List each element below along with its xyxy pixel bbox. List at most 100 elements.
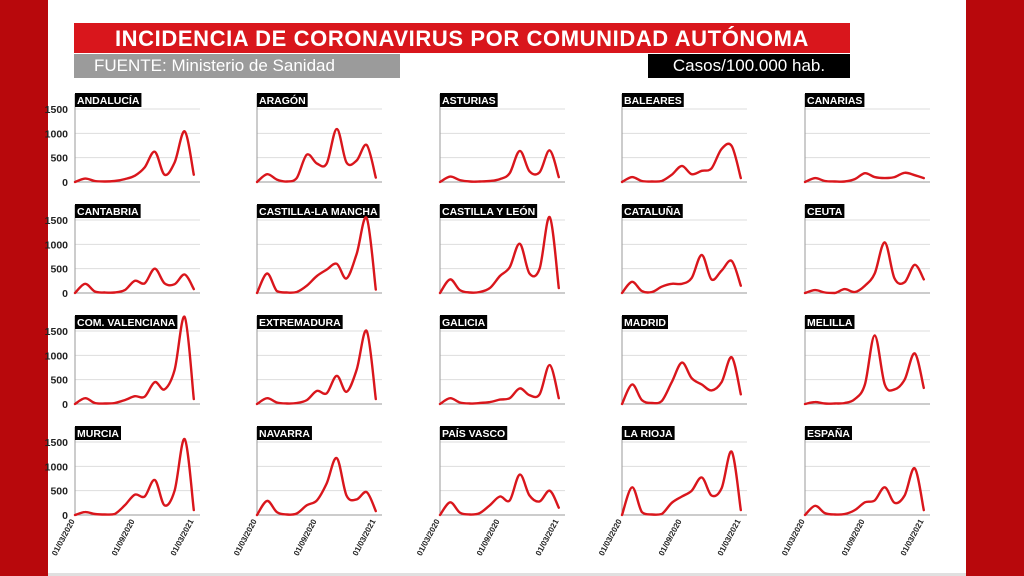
y-tick-label: 1500 <box>45 437 69 449</box>
panel-label-bg <box>75 426 121 440</box>
panel-10: 1500 1000 500 0 COM. VALENCIANA <box>45 315 200 411</box>
panel-9: CEUTA <box>803 204 930 295</box>
panel-14: MELILLA <box>803 315 930 406</box>
y-tick-label: 1500 <box>45 326 69 338</box>
panel-label: ANDALUCÍA <box>77 94 140 107</box>
y-tick-label: 1000 <box>45 350 69 362</box>
panel-label: EXTREMADURA <box>259 317 341 329</box>
bottom-divider <box>48 573 966 576</box>
series-line <box>73 267 195 295</box>
page-title: INCIDENCIA DE CORONAVIRUS POR COMUNIDAD … <box>74 23 850 53</box>
panel-16: NAVARRA 01/03/2020 01/09/2020 01/03/2021 <box>232 426 382 557</box>
panel-15: 1500 1000 500 0 MURCIA 01/03/2020 01/09/2020 01… <box>45 426 200 557</box>
series-line <box>803 334 925 406</box>
panel-label-bg <box>75 204 141 218</box>
y-tick-label: 0 <box>62 399 68 411</box>
x-tick-label: 01/03/2021 <box>899 517 926 557</box>
panel-label: CASTILLA Y LEÓN <box>442 205 535 218</box>
panel-1: ARAGÓN <box>255 93 382 184</box>
series-line <box>438 149 560 184</box>
panel-2: ASTURIAS <box>438 93 565 184</box>
panel-label: CEUTA <box>807 206 843 218</box>
series-line <box>620 253 742 295</box>
panel-label: CATALUÑA <box>624 205 681 218</box>
y-tick-label: 1000 <box>45 461 69 473</box>
series-line <box>73 437 195 517</box>
panel-13: MADRID <box>620 315 747 406</box>
panel-0: 1500 1000 500 0 ANDALUCÍA <box>45 93 200 189</box>
x-tick-label: 01/03/2020 <box>780 517 807 557</box>
panel-5: 1500 1000 500 0 CANTABRIA <box>45 204 200 300</box>
panel-label: LA RIOJA <box>624 428 673 440</box>
series-line <box>438 363 560 406</box>
panel-label-bg <box>622 93 684 107</box>
panel-label-bg <box>622 315 668 329</box>
panel-label-bg <box>805 93 865 107</box>
panel-label: COM. VALENCIANA <box>77 317 176 329</box>
panel-label: PAÍS VASCO <box>442 427 505 440</box>
unit-label: Casos/100.000 hab. <box>648 54 850 78</box>
panel-label-bg <box>440 315 488 329</box>
panel-label-bg <box>75 315 178 329</box>
panel-label-bg <box>440 204 538 218</box>
panel-label-bg <box>805 204 845 218</box>
panel-label-bg <box>257 204 380 218</box>
x-tick-label: 01/03/2021 <box>716 517 743 557</box>
source-label: FUENTE: Ministerio de Sanidad <box>74 54 400 78</box>
panel-label: CANTABRIA <box>77 206 139 218</box>
panel-label: BALEARES <box>624 95 682 107</box>
x-tick-label: 01/09/2020 <box>840 517 867 557</box>
series-line <box>803 241 925 295</box>
x-tick-label: 01/03/2020 <box>415 517 442 557</box>
panel-label: CASTILLA-LA MANCHA <box>259 206 378 218</box>
panel-label-bg <box>440 426 508 440</box>
panel-8: CATALUÑA <box>620 204 747 295</box>
y-tick-label: 1500 <box>45 215 69 227</box>
y-tick-label: 1000 <box>45 128 69 140</box>
panel-3: BALEARES <box>620 93 747 184</box>
series-line <box>255 127 377 184</box>
panel-18: LA RIOJA 01/03/2020 01/09/2020 01/03/2021 <box>597 426 747 557</box>
series-line <box>803 467 925 517</box>
panel-label-bg <box>622 204 683 218</box>
series-line <box>255 456 377 517</box>
series-line <box>438 473 560 517</box>
panel-4: CANARIAS <box>803 93 930 184</box>
panel-label-bg <box>257 426 312 440</box>
series-line <box>73 315 195 406</box>
x-tick-label: 01/09/2020 <box>110 517 137 557</box>
series-line <box>620 356 742 406</box>
x-tick-label: 01/03/2021 <box>534 517 561 557</box>
panel-19: ESPAÑA 01/03/2020 01/09/2020 01/03/2021 <box>780 426 930 557</box>
series-line <box>73 130 195 184</box>
y-tick-label: 1500 <box>45 104 69 116</box>
series-line <box>620 142 742 184</box>
panel-label: ASTURIAS <box>442 95 496 107</box>
panel-label: MELILLA <box>807 317 853 329</box>
x-tick-label: 01/09/2020 <box>292 517 319 557</box>
y-tick-label: 1000 <box>45 239 69 251</box>
series-line <box>438 215 560 295</box>
series-line <box>620 450 742 517</box>
panel-7: CASTILLA Y LEÓN <box>438 204 565 295</box>
series-line <box>255 329 377 406</box>
right-red-border <box>966 0 1024 576</box>
panel-label-bg <box>257 93 308 107</box>
series-line <box>803 171 925 184</box>
y-tick-label: 500 <box>50 375 68 387</box>
panel-label: GALICIA <box>442 317 486 329</box>
x-tick-label: 01/03/2021 <box>169 517 196 557</box>
y-tick-label: 0 <box>62 177 68 189</box>
panel-label-bg <box>805 315 855 329</box>
panel-label-bg <box>622 426 675 440</box>
panel-label-bg <box>257 315 343 329</box>
x-tick-label: 01/03/2021 <box>351 517 378 557</box>
y-tick-label: 0 <box>62 288 68 300</box>
panel-label: ESPAÑA <box>807 427 850 440</box>
panel-label: MURCIA <box>77 428 119 440</box>
x-tick-label: 01/09/2020 <box>657 517 684 557</box>
panel-12: GALICIA <box>438 315 565 406</box>
panel-6: CASTILLA-LA MANCHA <box>255 204 382 295</box>
panel-label: CANARIAS <box>807 95 862 107</box>
